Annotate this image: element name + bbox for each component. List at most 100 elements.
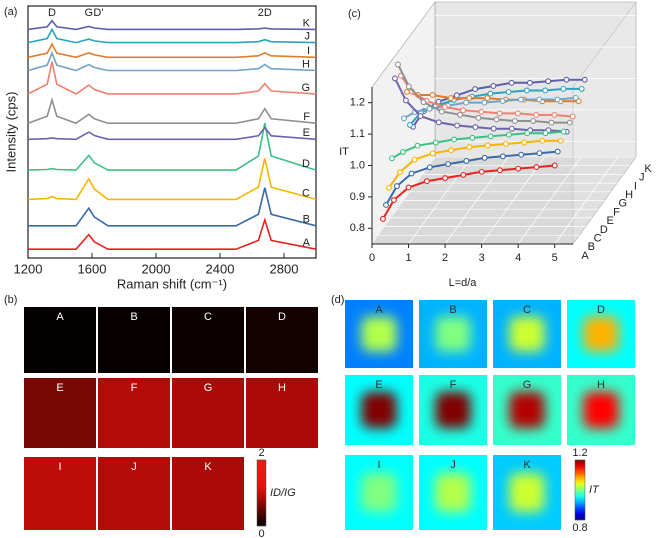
data-point	[472, 124, 479, 131]
spectrum	[27, 158, 317, 201]
data-point	[511, 118, 518, 124]
depth-label: B	[588, 241, 595, 253]
x-tick-label: 1200	[14, 261, 43, 276]
data-point	[420, 99, 427, 106]
data-point	[466, 144, 473, 151]
data-point	[423, 178, 430, 185]
peak-label: D'	[93, 7, 103, 19]
data-point	[508, 79, 515, 86]
x-tick-label: 4	[515, 252, 521, 264]
tile-label: A	[56, 311, 64, 323]
data-point	[551, 111, 558, 118]
data-point	[487, 133, 494, 140]
data-point	[502, 140, 509, 147]
tile-label: J	[131, 461, 137, 473]
depth-label: D	[600, 224, 608, 236]
data-point	[393, 183, 400, 190]
data-point	[399, 149, 406, 155]
peak-label: 2D	[258, 7, 272, 19]
data-point	[411, 156, 418, 163]
tile-label: B	[449, 304, 456, 316]
x-tick-label: 2400	[206, 261, 235, 276]
data-point	[487, 90, 494, 97]
tile-label: D	[597, 304, 605, 316]
tile	[246, 378, 318, 448]
tile-core	[435, 391, 471, 429]
series-label: G	[301, 82, 310, 94]
data-point	[499, 153, 506, 160]
data-point	[441, 104, 448, 111]
tile	[172, 457, 244, 530]
colorbar-tick-label: 1.2	[572, 447, 587, 459]
panel-label: (b)	[4, 294, 17, 306]
tile-core	[361, 473, 397, 512]
data-point	[466, 95, 473, 102]
panel-label: (a)	[4, 6, 17, 18]
data-point	[581, 76, 588, 83]
series-label: D	[302, 158, 310, 170]
data-point	[478, 108, 485, 115]
y-tick-label: 1.1	[350, 128, 365, 140]
x-tick-label: 0	[369, 252, 375, 264]
x-tick-label: 3	[479, 252, 485, 264]
peak-label: D	[48, 7, 56, 19]
floor-grid	[517, 156, 582, 245]
series-label: J	[305, 31, 311, 43]
floor-grid	[554, 156, 619, 245]
tile	[98, 457, 170, 530]
spectrum	[27, 96, 317, 125]
tile-core	[509, 391, 545, 429]
data-point	[493, 116, 500, 123]
tile-label: H	[597, 379, 605, 391]
spectrum	[27, 61, 317, 95]
data-point	[405, 83, 412, 90]
peak-label: G	[85, 7, 94, 19]
data-point	[478, 168, 485, 175]
data-point	[383, 202, 389, 208]
spectrum	[28, 187, 317, 227]
tile-label: K	[523, 459, 531, 471]
data-point	[454, 122, 461, 129]
data-point	[469, 134, 476, 141]
tile	[24, 307, 96, 373]
depth-label: J	[639, 172, 645, 184]
data-point	[578, 85, 585, 92]
x-tick-label: 2800	[270, 261, 299, 276]
tile-core	[509, 473, 545, 512]
spectrum	[27, 50, 317, 72]
data-point	[432, 139, 439, 146]
floor-grid	[481, 156, 545, 245]
series-label: A	[303, 237, 311, 249]
tile-label: G	[204, 382, 213, 394]
colorbar	[574, 459, 586, 521]
data-point	[448, 147, 455, 154]
data-point	[542, 130, 549, 137]
data-point	[426, 105, 433, 112]
floor-grid	[371, 156, 436, 245]
data-point	[408, 170, 415, 177]
data-point	[426, 164, 433, 171]
tile	[172, 378, 244, 448]
x-tick-label: 2	[442, 252, 448, 264]
tile-core	[361, 316, 397, 352]
data-point	[496, 110, 503, 117]
data-point	[438, 108, 445, 115]
data-point	[563, 76, 570, 83]
y-tick-label: 1.2	[350, 97, 365, 109]
tile-label: G	[523, 379, 532, 391]
y-axis-label: IT	[339, 146, 349, 158]
tile-label: F	[131, 382, 138, 394]
data-point	[490, 83, 497, 89]
depth-label: A	[581, 250, 589, 262]
data-point	[560, 85, 567, 92]
data-point	[395, 61, 401, 68]
tile	[24, 457, 96, 530]
data-point	[460, 171, 467, 178]
data-point	[380, 215, 386, 222]
data-point	[569, 113, 576, 120]
data-point	[435, 119, 442, 126]
data-point	[508, 125, 515, 132]
data-point	[554, 148, 561, 155]
data-point	[551, 162, 558, 169]
